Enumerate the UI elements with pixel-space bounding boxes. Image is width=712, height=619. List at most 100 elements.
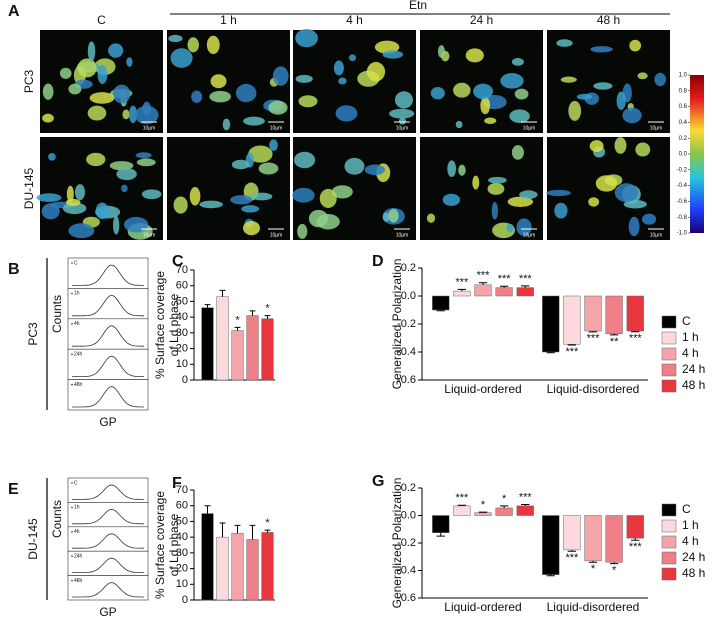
cell bbox=[268, 100, 288, 115]
error-bar bbox=[609, 562, 619, 565]
cell bbox=[108, 43, 124, 58]
inset-bullet bbox=[71, 383, 73, 386]
bar bbox=[516, 505, 534, 516]
legend-label: 48 h bbox=[682, 378, 705, 392]
y-tick-label: 60 bbox=[176, 280, 188, 292]
scale-bar-label: 10µm bbox=[650, 232, 663, 238]
bar bbox=[495, 507, 513, 516]
panel-letter: C bbox=[172, 253, 184, 270]
error-bar bbox=[521, 504, 530, 506]
cell bbox=[654, 72, 666, 87]
cell bbox=[472, 175, 480, 190]
inset-label: C bbox=[74, 260, 78, 266]
bar bbox=[495, 287, 513, 297]
legend-swatch bbox=[661, 551, 677, 565]
bar bbox=[216, 536, 229, 601]
cell bbox=[294, 151, 316, 169]
scale-bar-label: 10µm bbox=[270, 125, 283, 131]
significance-label: * bbox=[265, 302, 270, 314]
x-axis-label: GP bbox=[99, 605, 116, 619]
significance-label: ** bbox=[610, 336, 619, 348]
y-tick-label: 0.0 bbox=[401, 290, 416, 302]
bar bbox=[201, 307, 214, 381]
inset-bullet bbox=[71, 555, 73, 557]
cell bbox=[66, 185, 74, 203]
scale-bar-label: 10µm bbox=[523, 125, 536, 131]
colorbar-tick-label: 1.0 bbox=[679, 73, 688, 79]
inset-label: 4h bbox=[74, 529, 80, 535]
cell bbox=[87, 41, 96, 62]
cell bbox=[42, 113, 54, 123]
bar bbox=[474, 512, 492, 516]
y-tick-label: 0.0 bbox=[401, 509, 416, 521]
panel-letter: A bbox=[8, 3, 20, 20]
cell bbox=[437, 45, 445, 58]
cell bbox=[576, 93, 593, 100]
cell bbox=[344, 157, 365, 175]
histogram-frame bbox=[67, 502, 149, 528]
cell bbox=[295, 29, 318, 48]
cell bbox=[191, 90, 203, 103]
colorbar-tick-label: 0.4 bbox=[679, 120, 688, 126]
legend-swatch bbox=[661, 331, 677, 345]
scale-bar-label: 10µm bbox=[650, 125, 663, 131]
cell bbox=[123, 216, 149, 233]
histogram-frame bbox=[67, 379, 149, 411]
significance-label: *** bbox=[629, 333, 643, 345]
bar bbox=[516, 287, 534, 297]
cell bbox=[189, 186, 201, 206]
cell bbox=[41, 203, 60, 220]
inset-bullet bbox=[71, 579, 73, 582]
y-axis-label: Counts bbox=[50, 500, 64, 538]
bar bbox=[432, 295, 450, 311]
legend-label: 24 h bbox=[682, 550, 705, 564]
cell bbox=[230, 195, 253, 205]
cell bbox=[248, 145, 273, 163]
cell bbox=[453, 82, 471, 98]
legend-label: C bbox=[682, 314, 691, 328]
bar bbox=[246, 539, 259, 601]
colorbar-tick-label: -0.8 bbox=[677, 215, 688, 221]
error-bar bbox=[478, 282, 488, 285]
significance-label: * bbox=[481, 499, 486, 511]
legend-swatch bbox=[661, 503, 677, 517]
cell bbox=[589, 140, 604, 152]
histogram-curve bbox=[72, 386, 144, 408]
cell bbox=[480, 96, 491, 115]
error-bar bbox=[249, 524, 256, 540]
cell bbox=[141, 189, 162, 200]
cell bbox=[170, 48, 193, 68]
y-axis-label: Generalized Polarization bbox=[390, 259, 404, 390]
histogram-curve bbox=[72, 533, 144, 549]
error-bar bbox=[264, 529, 271, 533]
y-tick-label: 70 bbox=[176, 264, 188, 276]
group-label: Etn bbox=[409, 0, 427, 12]
cell bbox=[556, 39, 573, 47]
cell bbox=[231, 159, 250, 170]
cell bbox=[614, 183, 638, 203]
significance-label: *** bbox=[455, 492, 469, 504]
cell bbox=[209, 90, 231, 103]
bar bbox=[246, 315, 259, 381]
cell bbox=[269, 139, 278, 151]
colorbar-tick-label: -0.4 bbox=[677, 183, 688, 189]
bar bbox=[432, 515, 450, 533]
colorbar-tick-label: 0.0 bbox=[679, 152, 688, 158]
inset-label: 24h bbox=[74, 352, 83, 358]
cell bbox=[516, 218, 532, 237]
significance-label: *** bbox=[565, 552, 579, 564]
cell bbox=[394, 91, 413, 109]
inset-label: 4h bbox=[74, 321, 80, 327]
cell bbox=[95, 202, 109, 220]
y-tick-label: 30 bbox=[176, 327, 188, 339]
cell bbox=[42, 83, 54, 100]
y-axis-label: Counts bbox=[50, 295, 64, 333]
scale-bar-label: 10µm bbox=[270, 232, 283, 238]
cell bbox=[86, 152, 106, 167]
legend-swatch bbox=[661, 519, 677, 533]
cell bbox=[77, 58, 97, 78]
cell bbox=[65, 198, 81, 206]
histogram-curve bbox=[72, 484, 144, 500]
cell bbox=[364, 164, 386, 176]
cell bbox=[506, 223, 514, 233]
